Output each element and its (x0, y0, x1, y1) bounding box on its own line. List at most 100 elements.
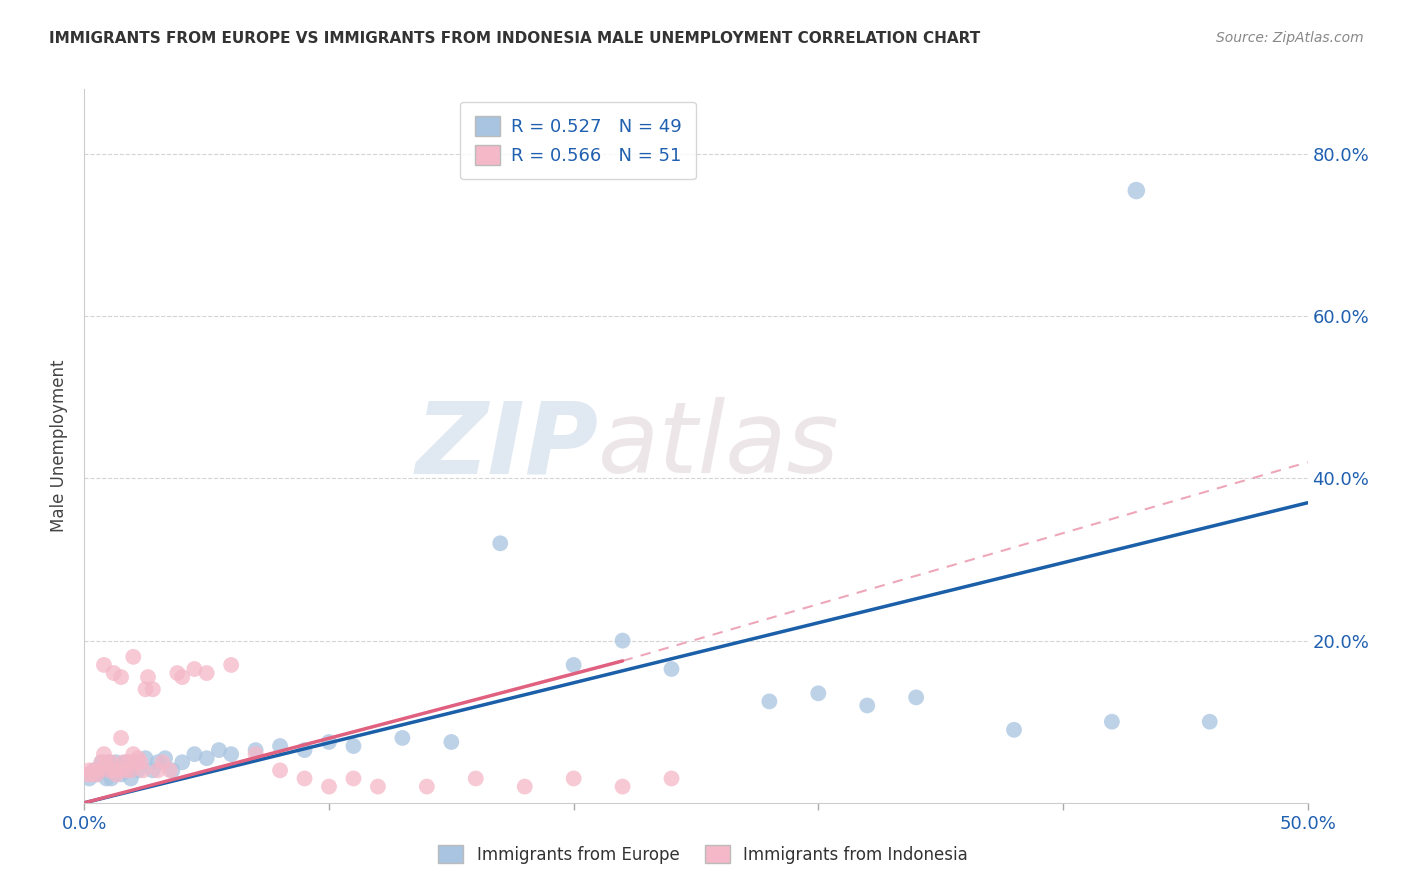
Point (103, 666, 125, 681)
Point (115, 756, 138, 770)
Point (77, 772, 100, 786)
Point (219, 657, 242, 672)
Point (195, 751, 218, 765)
Point (115, 764, 138, 778)
Point (269, 739, 291, 753)
Point (120, 772, 142, 786)
Point (122, 756, 145, 770)
Point (97, 764, 120, 778)
Point (219, 747, 242, 761)
Point (269, 764, 291, 778)
Point (146, 764, 169, 778)
Point (86, 767, 108, 781)
Point (76, 767, 98, 781)
Point (162, 764, 184, 778)
Point (661, 662, 683, 676)
Point (152, 756, 174, 770)
Point (112, 756, 135, 770)
Point (122, 649, 145, 664)
Point (97, 764, 120, 778)
Point (440, 735, 463, 749)
Point (107, 764, 129, 778)
Legend: Immigrants from Europe, Immigrants from Indonesia: Immigrants from Europe, Immigrants from … (432, 838, 974, 871)
Point (127, 764, 149, 778)
Point (807, 686, 830, 700)
Point (93, 657, 115, 672)
Point (80, 767, 103, 781)
Point (77, 764, 100, 778)
Point (90, 756, 112, 770)
Point (83, 764, 105, 778)
Text: Source: ZipAtlas.com: Source: ZipAtlas.com (1216, 31, 1364, 45)
Point (93, 747, 115, 761)
Point (127, 751, 149, 765)
Point (612, 633, 634, 648)
Point (87, 764, 110, 778)
Point (129, 756, 152, 770)
Point (464, 772, 486, 786)
Point (120, 764, 142, 778)
Point (195, 666, 218, 681)
Point (125, 756, 148, 770)
Point (117, 756, 139, 770)
Point (146, 756, 169, 770)
Text: atlas: atlas (598, 398, 839, 494)
Point (110, 767, 132, 781)
Point (166, 666, 188, 681)
Point (135, 682, 157, 697)
Point (489, 536, 512, 550)
Point (153, 751, 176, 765)
Point (183, 747, 205, 761)
Point (97, 756, 120, 770)
Point (1101, 714, 1123, 729)
Point (208, 743, 231, 757)
Point (1002, 723, 1025, 737)
Point (318, 780, 340, 794)
Point (142, 682, 165, 697)
Point (856, 698, 879, 713)
Point (245, 747, 267, 761)
Point (661, 772, 683, 786)
Point (122, 747, 145, 761)
Point (135, 751, 157, 765)
Point (318, 735, 340, 749)
Point (367, 780, 389, 794)
Point (159, 764, 181, 778)
Point (103, 764, 125, 778)
Point (391, 731, 413, 745)
Point (105, 767, 128, 781)
Point (612, 780, 634, 794)
Point (136, 670, 159, 684)
Point (83, 764, 105, 778)
Point (142, 764, 165, 778)
Text: IMMIGRANTS FROM EUROPE VS IMMIGRANTS FROM INDONESIA MALE UNEMPLOYMENT CORRELATIO: IMMIGRANTS FROM EUROPE VS IMMIGRANTS FRO… (49, 31, 980, 46)
Point (87, 764, 110, 778)
Point (107, 764, 129, 778)
Point (105, 756, 128, 770)
Point (172, 756, 194, 770)
Point (1198, 714, 1220, 729)
Text: ZIP: ZIP (415, 398, 598, 494)
Point (513, 780, 536, 794)
Point (562, 657, 585, 672)
Point (86, 767, 108, 781)
Point (96, 772, 118, 786)
Point (100, 756, 122, 770)
Point (90, 756, 112, 770)
Legend: R = 0.527   N = 49, R = 0.566   N = 51: R = 0.527 N = 49, R = 0.566 N = 51 (460, 102, 696, 179)
Point (342, 772, 364, 786)
Y-axis label: Male Unemployment: Male Unemployment (49, 359, 67, 533)
Point (100, 772, 122, 786)
Point (110, 670, 132, 684)
Point (110, 731, 132, 745)
Point (117, 764, 139, 778)
Point (758, 694, 780, 708)
Point (562, 772, 585, 786)
Point (294, 743, 316, 757)
Point (93, 764, 115, 778)
Point (172, 670, 194, 684)
Point (416, 780, 439, 794)
Point (183, 662, 205, 676)
Point (245, 743, 267, 757)
Point (1125, 184, 1147, 198)
